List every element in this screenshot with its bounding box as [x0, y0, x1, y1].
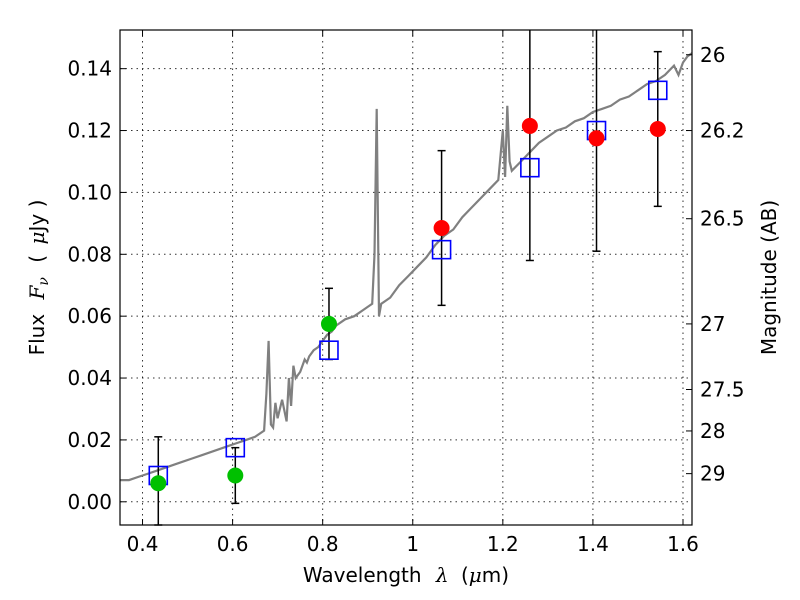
axis-ticks	[120, 30, 692, 525]
y-axis-label-symbol: F	[25, 284, 49, 300]
model-spectrum-line	[120, 52, 692, 482]
y-tick-label: 0.00	[67, 490, 112, 514]
red-data-point	[433, 220, 450, 236]
x-axis-label: Wavelength λ (μm)	[303, 563, 509, 587]
x-axis-label-unit-open: (	[461, 563, 469, 587]
x-axis-label-main: Wavelength	[303, 563, 422, 587]
red-data-point	[649, 121, 666, 137]
y-tick-label: 0.12	[67, 119, 112, 143]
model-square-marker	[520, 157, 540, 178]
y-axis-label-unit-rest: Jy )	[25, 200, 49, 234]
y-tick-label: 0.10	[67, 180, 112, 204]
red-data-point	[588, 130, 605, 147]
y-axis-label-subscript: ν	[36, 277, 52, 286]
y-tick-label: 0.02	[67, 428, 112, 452]
x-tick-label: 1	[406, 532, 419, 556]
y2-tick-label: 27	[700, 312, 725, 336]
plot-frame	[119, 29, 693, 526]
x-tick-label: 1.2	[487, 532, 519, 556]
green-data-point	[227, 467, 244, 484]
y2-tick-label: 28	[700, 419, 725, 443]
x-tick-label: 0.6	[217, 532, 249, 556]
y-axis-label-unit-open: (	[25, 255, 49, 263]
green-data-point	[150, 475, 167, 492]
y-axis-label: Flux Fν ( μJy )	[25, 200, 53, 356]
y-tick-label: 0.04	[67, 366, 112, 390]
x-tick-label: 0.4	[127, 532, 159, 556]
model-square-marker	[225, 437, 246, 458]
model-square-marker	[319, 340, 339, 361]
x-axis-label-unit-rest: m)	[482, 563, 509, 587]
tick-labels: 0.4 0.6 0.8 1 1.2 1.4 1.6 0.00 0.02 0.04 0.06 0.08 0…	[67, 43, 744, 556]
x-axis-label-unit-mu: μ	[469, 563, 482, 587]
y2-tick-label: 27.5	[700, 377, 745, 401]
y2-axis-label: Magnitude (AB)	[757, 200, 781, 355]
y-axis-label-unit-mu: μ	[25, 232, 49, 245]
y-tick-label: 0.06	[67, 304, 112, 328]
model-square-marker	[431, 239, 452, 260]
x-tick-label: 1.6	[667, 532, 699, 556]
y2-tick-label: 29	[700, 462, 725, 486]
y-tick-label: 0.08	[67, 242, 112, 266]
x-tick-label: 0.8	[307, 532, 339, 556]
model-square-marker	[647, 80, 668, 101]
green-data-point	[320, 315, 337, 332]
red-data-point	[521, 117, 538, 134]
y-tick-label: 0.14	[67, 57, 112, 81]
y-axis-label-main: Flux	[25, 314, 49, 356]
y2-tick-label: 26.5	[700, 207, 745, 231]
spectrum-layer	[120, 52, 692, 482]
y2-tick-label: 26	[700, 43, 725, 67]
y2-tick-label: 26.2	[700, 119, 745, 143]
data-markers	[148, 80, 668, 492]
x-tick-label: 1.4	[577, 532, 609, 556]
x-axis-label-symbol: λ	[435, 563, 449, 587]
